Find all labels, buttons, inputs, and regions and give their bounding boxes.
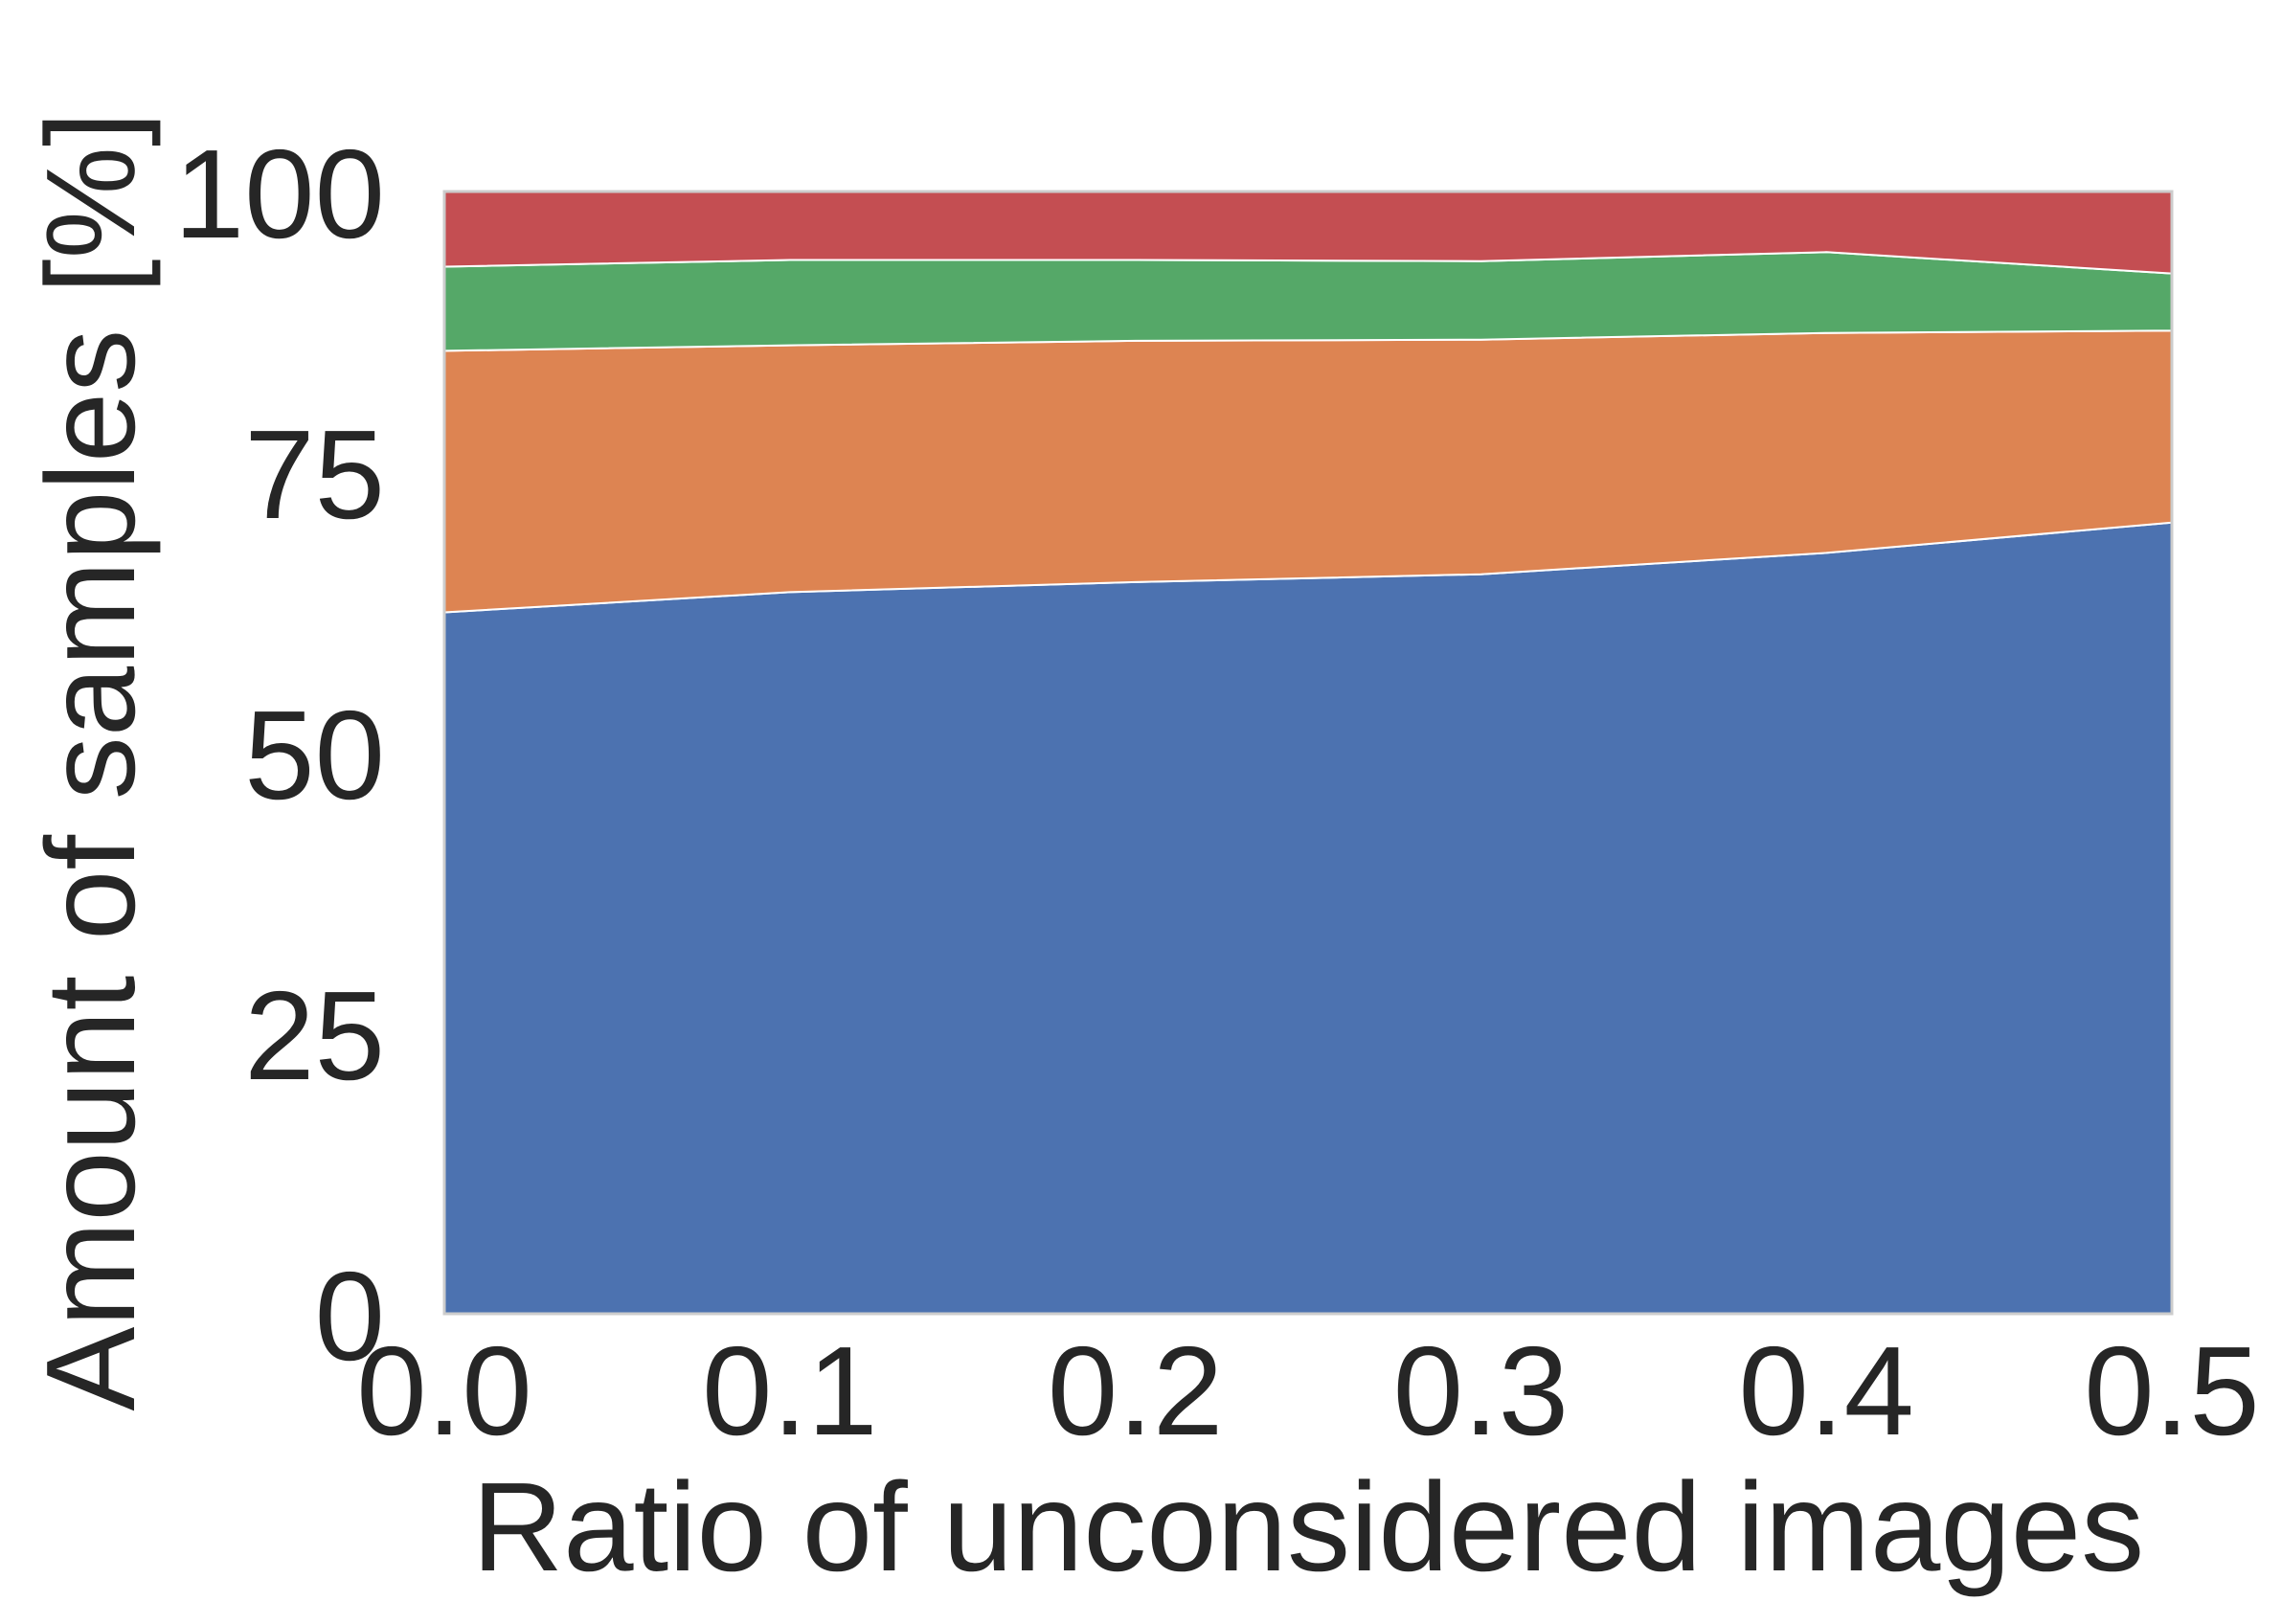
x-tick-label: 0.2: [1048, 1320, 1224, 1461]
area-series-1: [443, 521, 2173, 1315]
x-tick-label: 0.3: [1393, 1320, 1570, 1461]
x-tick-label: 0.5: [2084, 1320, 2260, 1461]
y-tick-labels: 0 25 50 75 100: [174, 124, 385, 1387]
x-tick-label: 0.4: [1738, 1320, 1914, 1461]
y-tick-label: 75: [244, 404, 385, 545]
y-tick-label: 0: [315, 1246, 385, 1387]
x-tick-label: 0.1: [702, 1320, 878, 1461]
y-tick-label: 100: [174, 124, 385, 264]
x-tick-labels: 0.0 0.1 0.2 0.3 0.4 0.5: [356, 1320, 2260, 1461]
x-tick-label: 0.0: [356, 1320, 532, 1461]
area-series-group: [443, 191, 2173, 1315]
plot-frame: [442, 190, 2174, 1316]
x-axis-label: Ratio of unconsidered images: [472, 1456, 2144, 1597]
y-tick-label: 50: [244, 685, 385, 825]
y-tick-label: 25: [244, 965, 385, 1106]
y-axis-label: Amount of samples [%]: [20, 111, 161, 1410]
